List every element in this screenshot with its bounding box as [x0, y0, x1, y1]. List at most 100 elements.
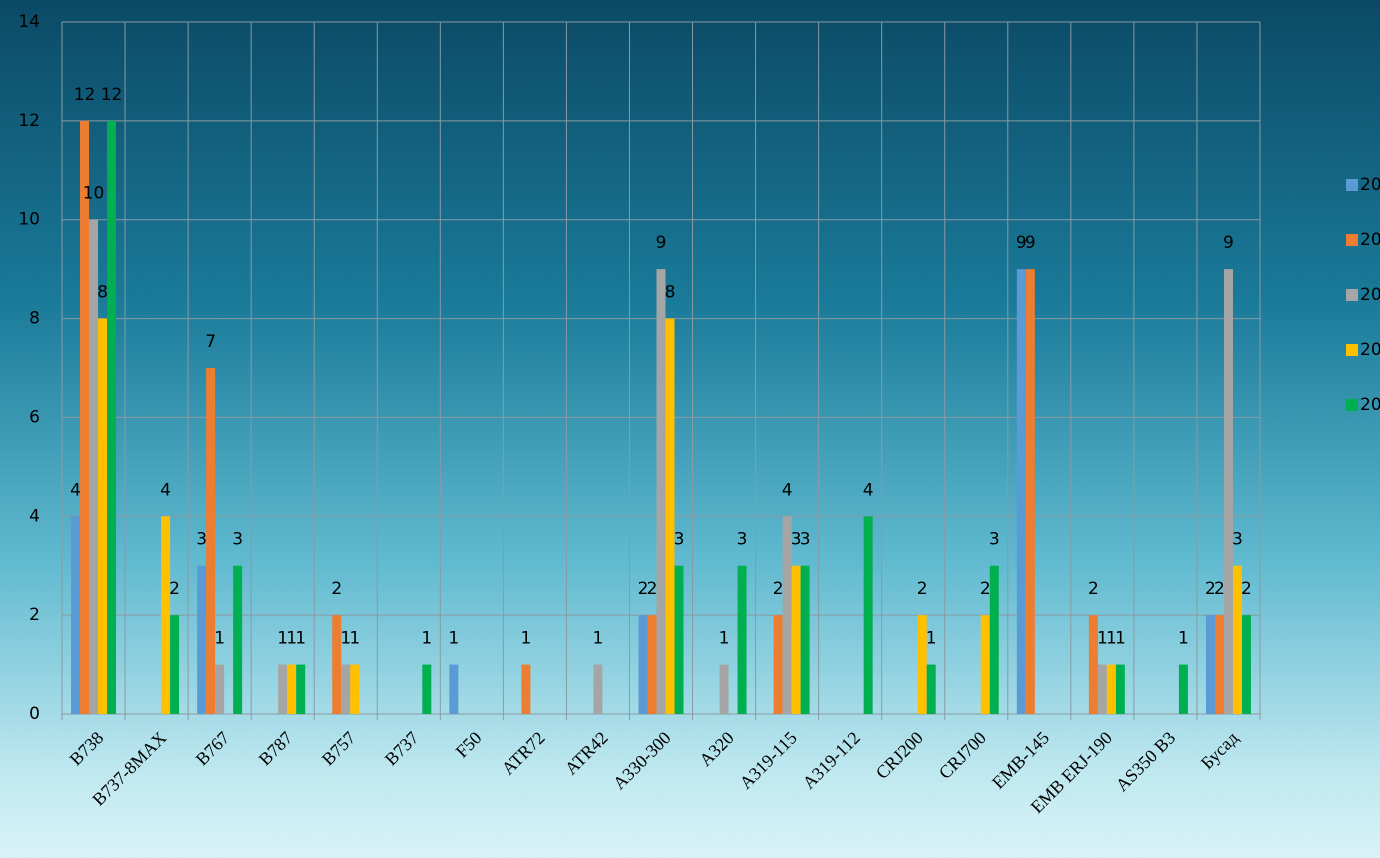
data-label: 1 — [719, 629, 730, 649]
y-tick-label: 4 — [29, 506, 40, 526]
data-label: 1 — [295, 629, 306, 649]
x-tick-label: AS350 B3 — [1112, 728, 1180, 796]
bar — [1016, 269, 1026, 714]
data-label: 1 — [421, 629, 432, 649]
bar — [89, 219, 99, 714]
y-tick-label: 0 — [29, 704, 40, 724]
data-label: 4 — [863, 480, 874, 500]
data-label: 3 — [232, 530, 243, 550]
data-label: 2 — [1205, 579, 1216, 599]
data-label: 4 — [782, 480, 793, 500]
data-label: 3 — [737, 530, 748, 550]
data-label: 2 — [773, 579, 784, 599]
x-tick-label: CRJ700 — [935, 728, 990, 783]
data-label: 9 — [1223, 233, 1234, 253]
bar — [71, 516, 81, 714]
data-label: 1 — [1097, 629, 1108, 649]
data-label: 9 — [1016, 233, 1027, 253]
bar — [782, 516, 792, 714]
x-tick-label: CRJ200 — [872, 728, 927, 783]
legend-label: 2025 — [1360, 395, 1380, 415]
y-tick-label: 12 — [18, 111, 40, 131]
bar — [773, 615, 783, 714]
data-label: 9 — [656, 233, 667, 253]
x-tick-label: Бусад — [1197, 728, 1242, 773]
x-tick-label: ATR72 — [498, 728, 549, 779]
data-label: 8 — [97, 283, 108, 303]
x-tick-label: F50 — [452, 728, 486, 762]
bar — [917, 615, 927, 714]
data-label: 7 — [205, 332, 216, 352]
data-label: 2 — [1088, 579, 1099, 599]
bar — [863, 516, 873, 714]
bar — [350, 664, 360, 714]
data-label: 2 — [638, 579, 649, 599]
data-label: 10 — [83, 184, 105, 204]
data-label: 8 — [665, 283, 676, 303]
bar — [926, 664, 936, 714]
x-tick-label: B767 — [192, 728, 234, 770]
x-tick-label: A320 — [695, 728, 737, 770]
x-tick-label: B757 — [318, 728, 360, 770]
bar — [80, 120, 90, 715]
data-label: 4 — [160, 480, 171, 500]
legend-label: 2021 — [1360, 175, 1380, 195]
data-label: 1 — [1178, 629, 1189, 649]
bar — [98, 318, 108, 714]
bar — [791, 565, 801, 714]
bar — [1241, 615, 1251, 714]
data-label: 1 — [286, 629, 297, 649]
bar — [332, 615, 342, 714]
bar — [107, 120, 117, 715]
data-label: 3 — [791, 530, 802, 550]
bar — [1214, 615, 1224, 714]
x-tick-label: B737 — [381, 728, 423, 770]
x-tick-label: B738 — [66, 728, 108, 770]
data-label: 3 — [989, 530, 1000, 550]
bar — [521, 664, 531, 714]
y-tick-label: 2 — [29, 605, 40, 625]
bar — [737, 565, 747, 714]
data-label: 4 — [70, 480, 81, 500]
bar — [449, 664, 459, 714]
bar — [1025, 269, 1035, 714]
data-label: 1 — [926, 629, 937, 649]
bar — [161, 516, 171, 714]
y-tick-label: 10 — [18, 210, 40, 230]
data-label: 2 — [1214, 579, 1225, 599]
data-label: 1 — [349, 629, 360, 649]
data-label: 2 — [980, 579, 991, 599]
legend-label: 2022 — [1360, 230, 1380, 250]
bar — [341, 664, 351, 714]
data-label: 1 — [520, 629, 531, 649]
bar — [1205, 615, 1215, 714]
data-label: 2 — [647, 579, 658, 599]
data-label: 2 — [169, 579, 180, 599]
data-label: 12 — [101, 85, 123, 105]
bar — [1088, 615, 1098, 714]
data-label: 3 — [196, 530, 207, 550]
data-label: 12 — [74, 85, 96, 105]
data-label: 1 — [593, 629, 604, 649]
bar — [593, 664, 603, 714]
y-tick-label: 8 — [29, 309, 40, 329]
bar — [278, 664, 288, 714]
bar — [980, 615, 990, 714]
bar — [1223, 269, 1233, 714]
bar — [1232, 565, 1242, 714]
legend-swatch — [1346, 179, 1358, 191]
bar — [1115, 664, 1125, 714]
x-tick-label: A330-300 — [609, 728, 675, 794]
bar — [287, 664, 297, 714]
legend-swatch — [1346, 399, 1358, 411]
legend-label: 2023 — [1360, 285, 1380, 305]
bar — [638, 615, 648, 714]
bar — [989, 565, 999, 714]
bar — [719, 664, 729, 714]
bar — [1106, 664, 1116, 714]
bar — [674, 565, 684, 714]
data-label: 2 — [1241, 579, 1252, 599]
x-tick-label: ATR42 — [561, 728, 612, 779]
